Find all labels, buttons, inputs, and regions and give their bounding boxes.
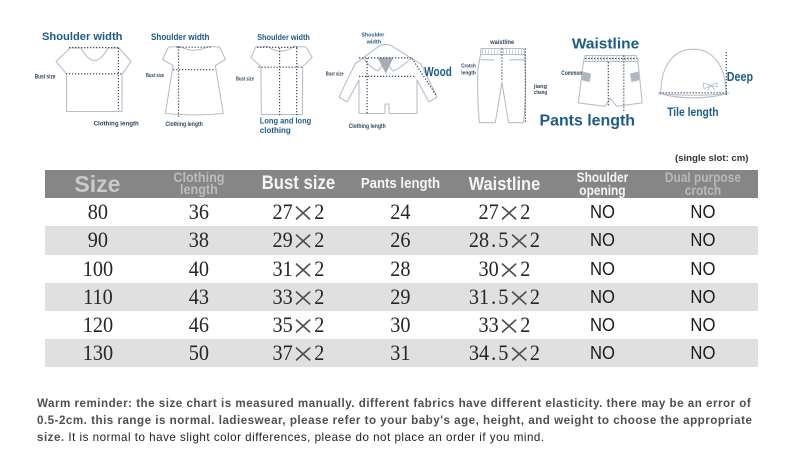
svg-text:Pants length: Pants length	[540, 112, 636, 129]
svg-text:Bust size: Bust size	[326, 72, 344, 78]
svg-text:Long and long: Long and long	[260, 116, 311, 126]
svg-text:Waistline: Waistline	[572, 36, 639, 53]
svg-text:chang: chang	[534, 90, 547, 96]
svg-text:Clothing length: Clothing length	[165, 122, 203, 128]
svg-text:Tile length: Tile length	[667, 105, 718, 119]
svg-text:clothing: clothing	[260, 125, 291, 135]
svg-text:waistline: waistline	[489, 40, 514, 46]
svg-text:Bust size: Bust size	[35, 75, 56, 81]
svg-text:Crotch: Crotch	[461, 64, 476, 70]
svg-text:Shoulder: Shoulder	[361, 32, 385, 38]
svg-text:Clothing length: Clothing length	[94, 120, 139, 127]
svg-text:length: length	[461, 71, 476, 77]
svg-text:Shoulder width: Shoulder width	[151, 32, 209, 42]
svg-text:Wood: Wood	[424, 64, 452, 79]
svg-text:Bust size: Bust size	[236, 77, 254, 83]
svg-text:Deep: Deep	[727, 69, 753, 84]
svg-text:Clothing length: Clothing length	[349, 124, 386, 130]
svg-text:Shoulder width: Shoulder width	[42, 31, 123, 43]
svg-text:Bust size: Bust size	[146, 73, 164, 79]
svg-text:Shoulder width: Shoulder width	[257, 33, 310, 42]
svg-text:jiang: jiang	[533, 84, 547, 90]
svg-text:width: width	[366, 39, 382, 45]
svg-text:Common: Common	[561, 71, 582, 77]
